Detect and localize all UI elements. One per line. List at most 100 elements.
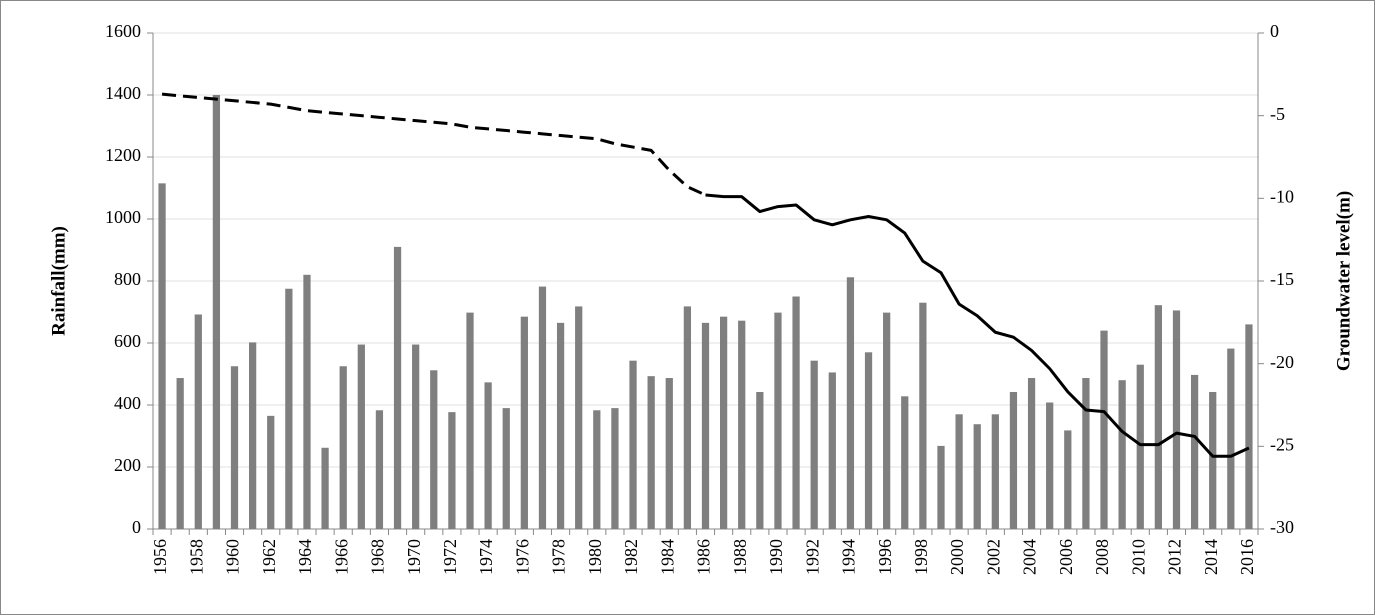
x-tick-label: 1974 xyxy=(476,539,496,575)
x-tick-label: 1968 xyxy=(368,539,388,575)
x-tick-label: 1962 xyxy=(259,539,279,575)
x-tick-label: 2010 xyxy=(1128,539,1148,575)
bar xyxy=(448,412,456,529)
y-tick-label: 200 xyxy=(114,455,141,475)
bar xyxy=(339,366,347,529)
bar xyxy=(864,352,873,529)
bar xyxy=(393,246,402,529)
x-tick-label: 2002 xyxy=(983,539,1003,575)
x-tick-label: 1970 xyxy=(404,539,424,575)
bar xyxy=(1046,402,1054,529)
x-tick-label: 2016 xyxy=(1237,539,1257,575)
x-tick-label: 2014 xyxy=(1201,539,1221,575)
x-tick-label: 1994 xyxy=(839,539,859,575)
bar xyxy=(629,360,637,529)
bar xyxy=(575,306,583,529)
bar xyxy=(538,286,547,529)
bar xyxy=(230,366,239,529)
bar xyxy=(593,410,601,529)
x-tick-label: 2006 xyxy=(1056,539,1076,575)
bar xyxy=(466,312,474,529)
bar xyxy=(484,382,492,529)
bar xyxy=(846,277,855,529)
bar xyxy=(937,445,945,529)
x-tick-label: 1982 xyxy=(621,539,641,575)
x-tick-label: 1972 xyxy=(440,539,460,575)
bar xyxy=(1172,310,1181,529)
x-tick-label: 2008 xyxy=(1092,539,1112,575)
x-tick-label: 1984 xyxy=(657,539,677,575)
y-axis-title: Rainfall(mm) xyxy=(48,226,69,336)
bar xyxy=(412,344,420,529)
x-tick-label: 1960 xyxy=(223,539,243,575)
bar xyxy=(919,302,927,529)
y2-tick-label: -15 xyxy=(1270,269,1294,289)
bar xyxy=(719,316,728,529)
x-tick-label: 1992 xyxy=(802,539,822,575)
bar xyxy=(212,95,221,529)
bar xyxy=(158,183,166,529)
bar xyxy=(1064,430,1072,529)
x-tick-label: 1986 xyxy=(694,539,714,575)
bar xyxy=(828,372,836,529)
bar xyxy=(176,378,184,529)
bar xyxy=(556,322,565,529)
x-tick-label: 1990 xyxy=(766,539,786,575)
x-tick-label: 1988 xyxy=(730,539,750,575)
bar xyxy=(285,288,293,529)
line xyxy=(705,193,1250,458)
bar xyxy=(1009,391,1018,529)
bar xyxy=(1136,364,1144,529)
y2-tick-label: -20 xyxy=(1270,352,1294,372)
bar xyxy=(249,342,257,529)
x-tick-label: 2004 xyxy=(1020,539,1040,575)
y2-tick-label: -25 xyxy=(1270,434,1294,454)
bar xyxy=(756,391,764,529)
bar xyxy=(357,344,365,529)
x-tick-label: 1956 xyxy=(150,539,170,575)
bar xyxy=(1190,374,1199,529)
bar xyxy=(991,414,999,529)
bar xyxy=(883,312,891,529)
y2-axis-title: Groundwater level(m) xyxy=(1333,191,1354,371)
bar xyxy=(683,306,692,529)
bar xyxy=(1118,380,1126,529)
bar xyxy=(792,296,800,529)
bar xyxy=(774,312,782,529)
bar xyxy=(611,408,619,529)
y-tick-label: 0 xyxy=(132,517,141,537)
bar xyxy=(738,320,746,529)
bar xyxy=(665,378,673,529)
bar xyxy=(303,274,311,529)
y-tick-label: 1200 xyxy=(105,145,141,165)
bar xyxy=(194,314,202,529)
bar xyxy=(520,316,528,529)
bar xyxy=(321,447,329,529)
x-tick-label: 2000 xyxy=(947,539,967,575)
bar xyxy=(502,408,510,529)
line xyxy=(161,92,707,197)
y-tick-label: 800 xyxy=(114,269,141,289)
x-tick-label: 1964 xyxy=(295,539,315,575)
y2-tick-label: -30 xyxy=(1270,517,1294,537)
y2-tick-label: 0 xyxy=(1270,21,1279,41)
y2-tick-label: -10 xyxy=(1270,186,1294,206)
x-tick-label: 1976 xyxy=(512,539,532,575)
x-tick-label: 1996 xyxy=(875,539,895,575)
bar xyxy=(647,376,655,529)
bar xyxy=(375,410,384,529)
bar xyxy=(810,360,818,529)
bar xyxy=(1100,330,1108,529)
bar xyxy=(1209,391,1217,529)
bar xyxy=(1245,324,1253,529)
bar xyxy=(267,415,275,529)
bar xyxy=(701,322,710,529)
y-tick-label: 1000 xyxy=(105,207,141,227)
bar xyxy=(430,370,438,529)
x-tick-label: 1980 xyxy=(585,539,605,575)
bar xyxy=(1082,378,1090,529)
bar xyxy=(973,424,981,529)
x-tick-label: 1966 xyxy=(331,539,351,575)
bar xyxy=(901,396,909,529)
y2-tick-label: -5 xyxy=(1270,104,1285,124)
